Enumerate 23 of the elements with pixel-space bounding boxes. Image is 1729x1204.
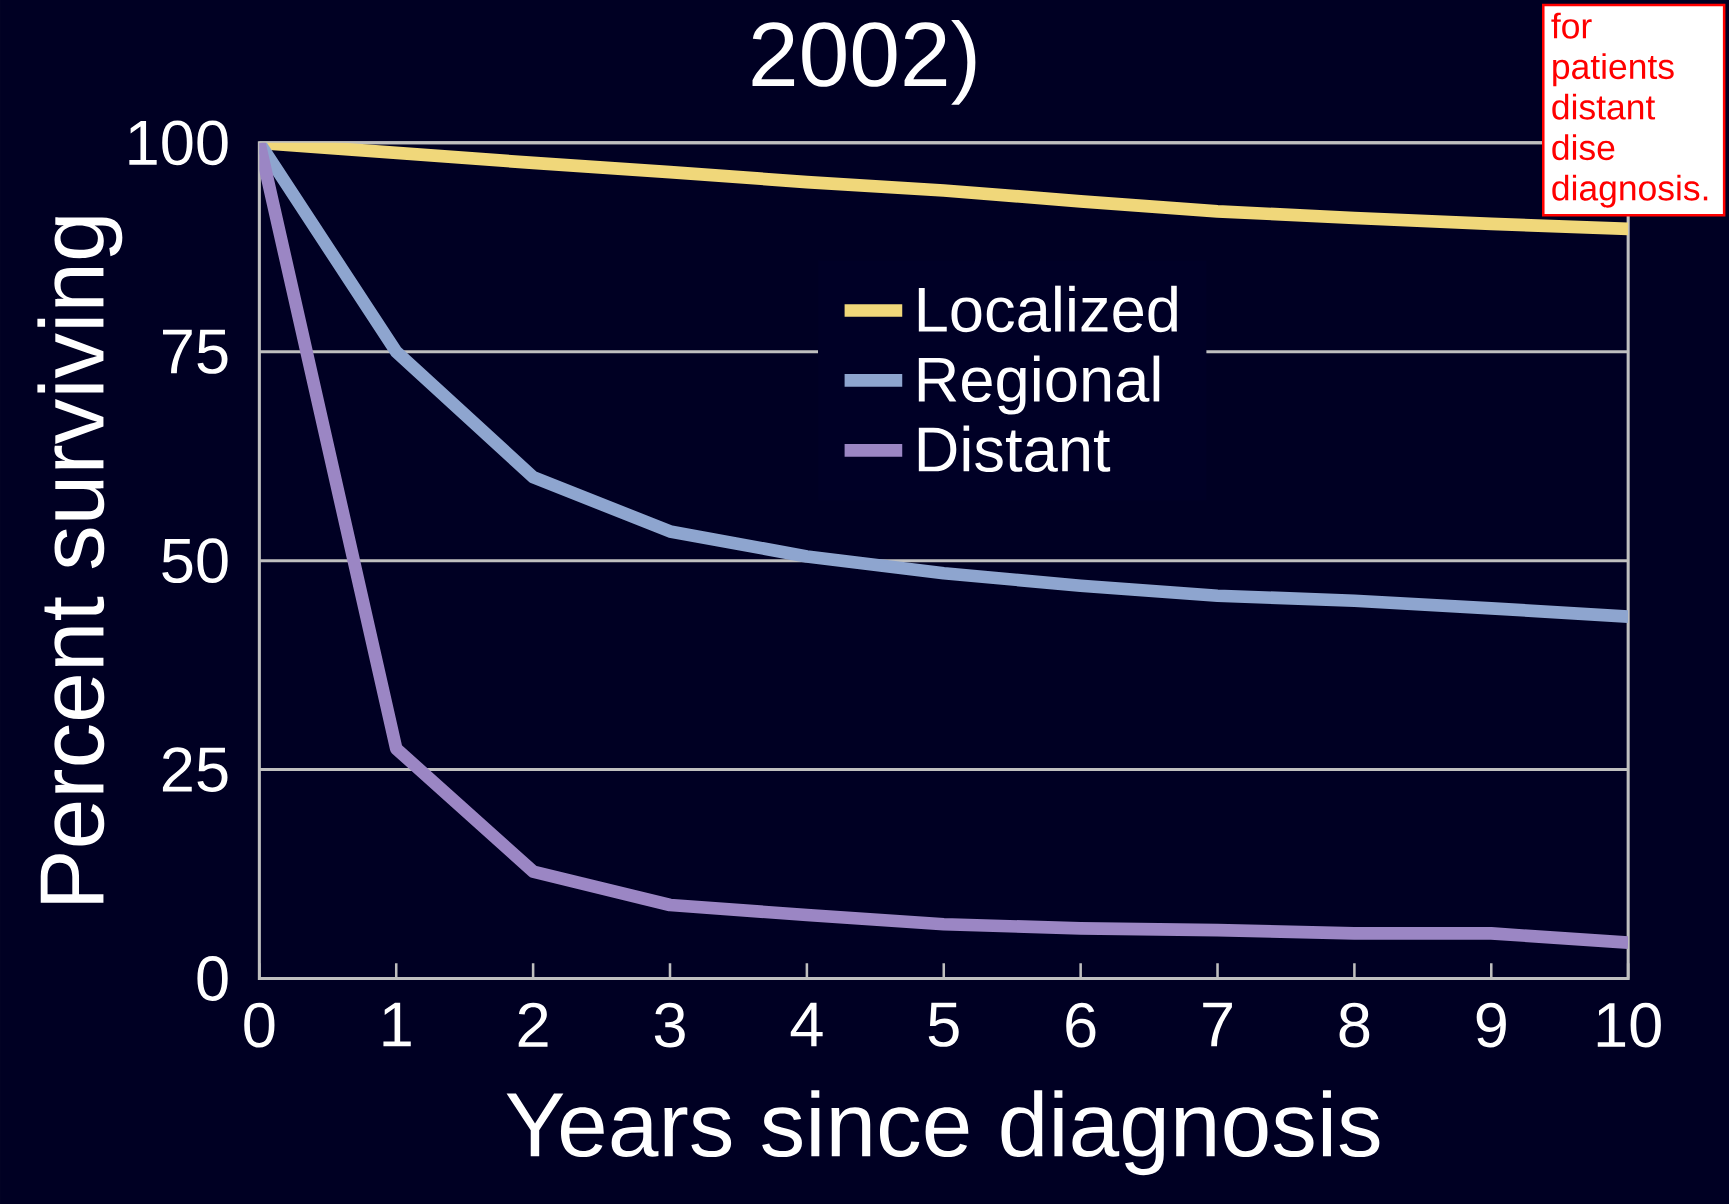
y-tick-label: 25 <box>162 747 228 793</box>
x-tick-label: 7 <box>1203 1002 1232 1047</box>
x-tick-label: 4 <box>790 1002 823 1047</box>
x-tick-label: 2 <box>518 1002 548 1047</box>
y-tick-label: 0 <box>197 956 228 1001</box>
legend-label: Regional <box>918 355 1160 415</box>
y-tick-label: 100 <box>129 120 228 166</box>
x-tick-label: 5 <box>928 1002 959 1047</box>
y-tick-label: 50 <box>162 538 228 584</box>
x-tick-label: 6 <box>1066 1002 1096 1048</box>
legend-label: Distant <box>918 425 1111 472</box>
chart-title: 2002) <box>752 19 976 105</box>
x-tick-label: 1 <box>383 1002 411 1047</box>
x-tick-label: 8 <box>1339 1002 1370 1048</box>
x-tick-label: 3 <box>654 1002 685 1048</box>
x-tick-label: 9 <box>1476 1002 1506 1048</box>
y-tick-label: 75 <box>163 329 228 374</box>
x-tick-label: 10 <box>1597 1002 1661 1048</box>
legend-label: Localized <box>918 285 1177 333</box>
y-axis-title: Percent surviving <box>37 217 123 903</box>
x-axis-title: Years since diagnosis <box>506 1090 1380 1176</box>
annotation: for patients distant dise diagnosis. <box>1551 12 1708 208</box>
x-tick-label: 0 <box>244 1002 275 1048</box>
